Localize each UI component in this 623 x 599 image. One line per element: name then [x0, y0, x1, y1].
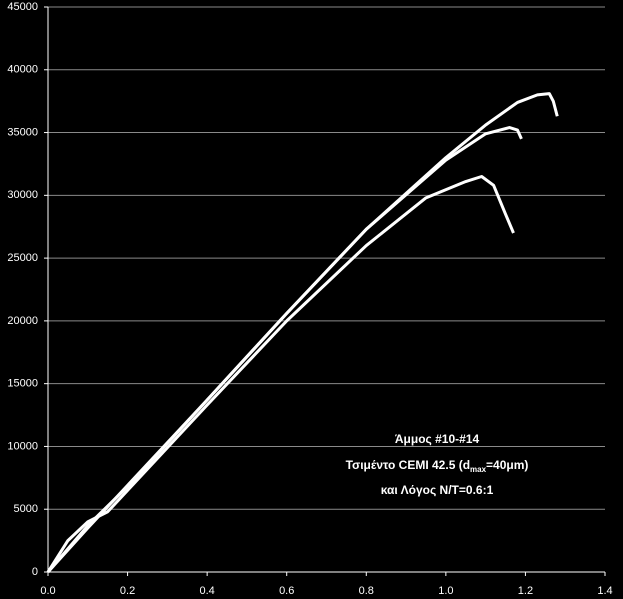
- x-tick-label: 1.0: [438, 585, 453, 597]
- y-tick-label: 20000: [7, 315, 38, 327]
- annotation: Άμμος #10-#14: [395, 432, 480, 446]
- axes: 0 5000 10000 15000 20000 25000 30000 35000 40000…: [7, 1, 612, 597]
- grid: [48, 6, 605, 510]
- annotation-part: Τσιμέντο CEMI 42.5 (d: [346, 458, 470, 472]
- y-tick-label: 5000: [14, 503, 38, 515]
- y-tick-label: 40000: [7, 64, 38, 76]
- x-tick-label: 0.6: [279, 585, 294, 597]
- annotation: και Λόγος Ν/Τ=0.6:1: [381, 483, 494, 497]
- y-tick-label: 10000: [7, 440, 38, 452]
- y-tick-label: 15000: [7, 378, 38, 390]
- y-tick-label: 35000: [7, 126, 38, 138]
- x-tick-label: 0.4: [199, 585, 214, 597]
- x-tick-label: 0.8: [359, 585, 374, 597]
- y-tick-label: 25000: [7, 252, 38, 264]
- series-line: [46, 175, 515, 573]
- x-tick-label: 0.2: [120, 585, 135, 597]
- y-tick-label: 0: [32, 566, 38, 578]
- x-tick-label: 1.4: [597, 585, 612, 597]
- y-tick-label: 45000: [7, 1, 38, 13]
- annotation: Τσιμέντο CEMI 42.5 (dmax=40μm): [346, 458, 529, 474]
- annotation-part: =40μm): [486, 458, 528, 472]
- lines: [46, 92, 559, 574]
- x-tick-label: 0.0: [40, 585, 55, 597]
- x-tick-label: 1.2: [518, 585, 533, 597]
- annotation-sub: max: [470, 465, 487, 474]
- series-line: [46, 126, 523, 574]
- y-tick-label: 30000: [7, 189, 38, 201]
